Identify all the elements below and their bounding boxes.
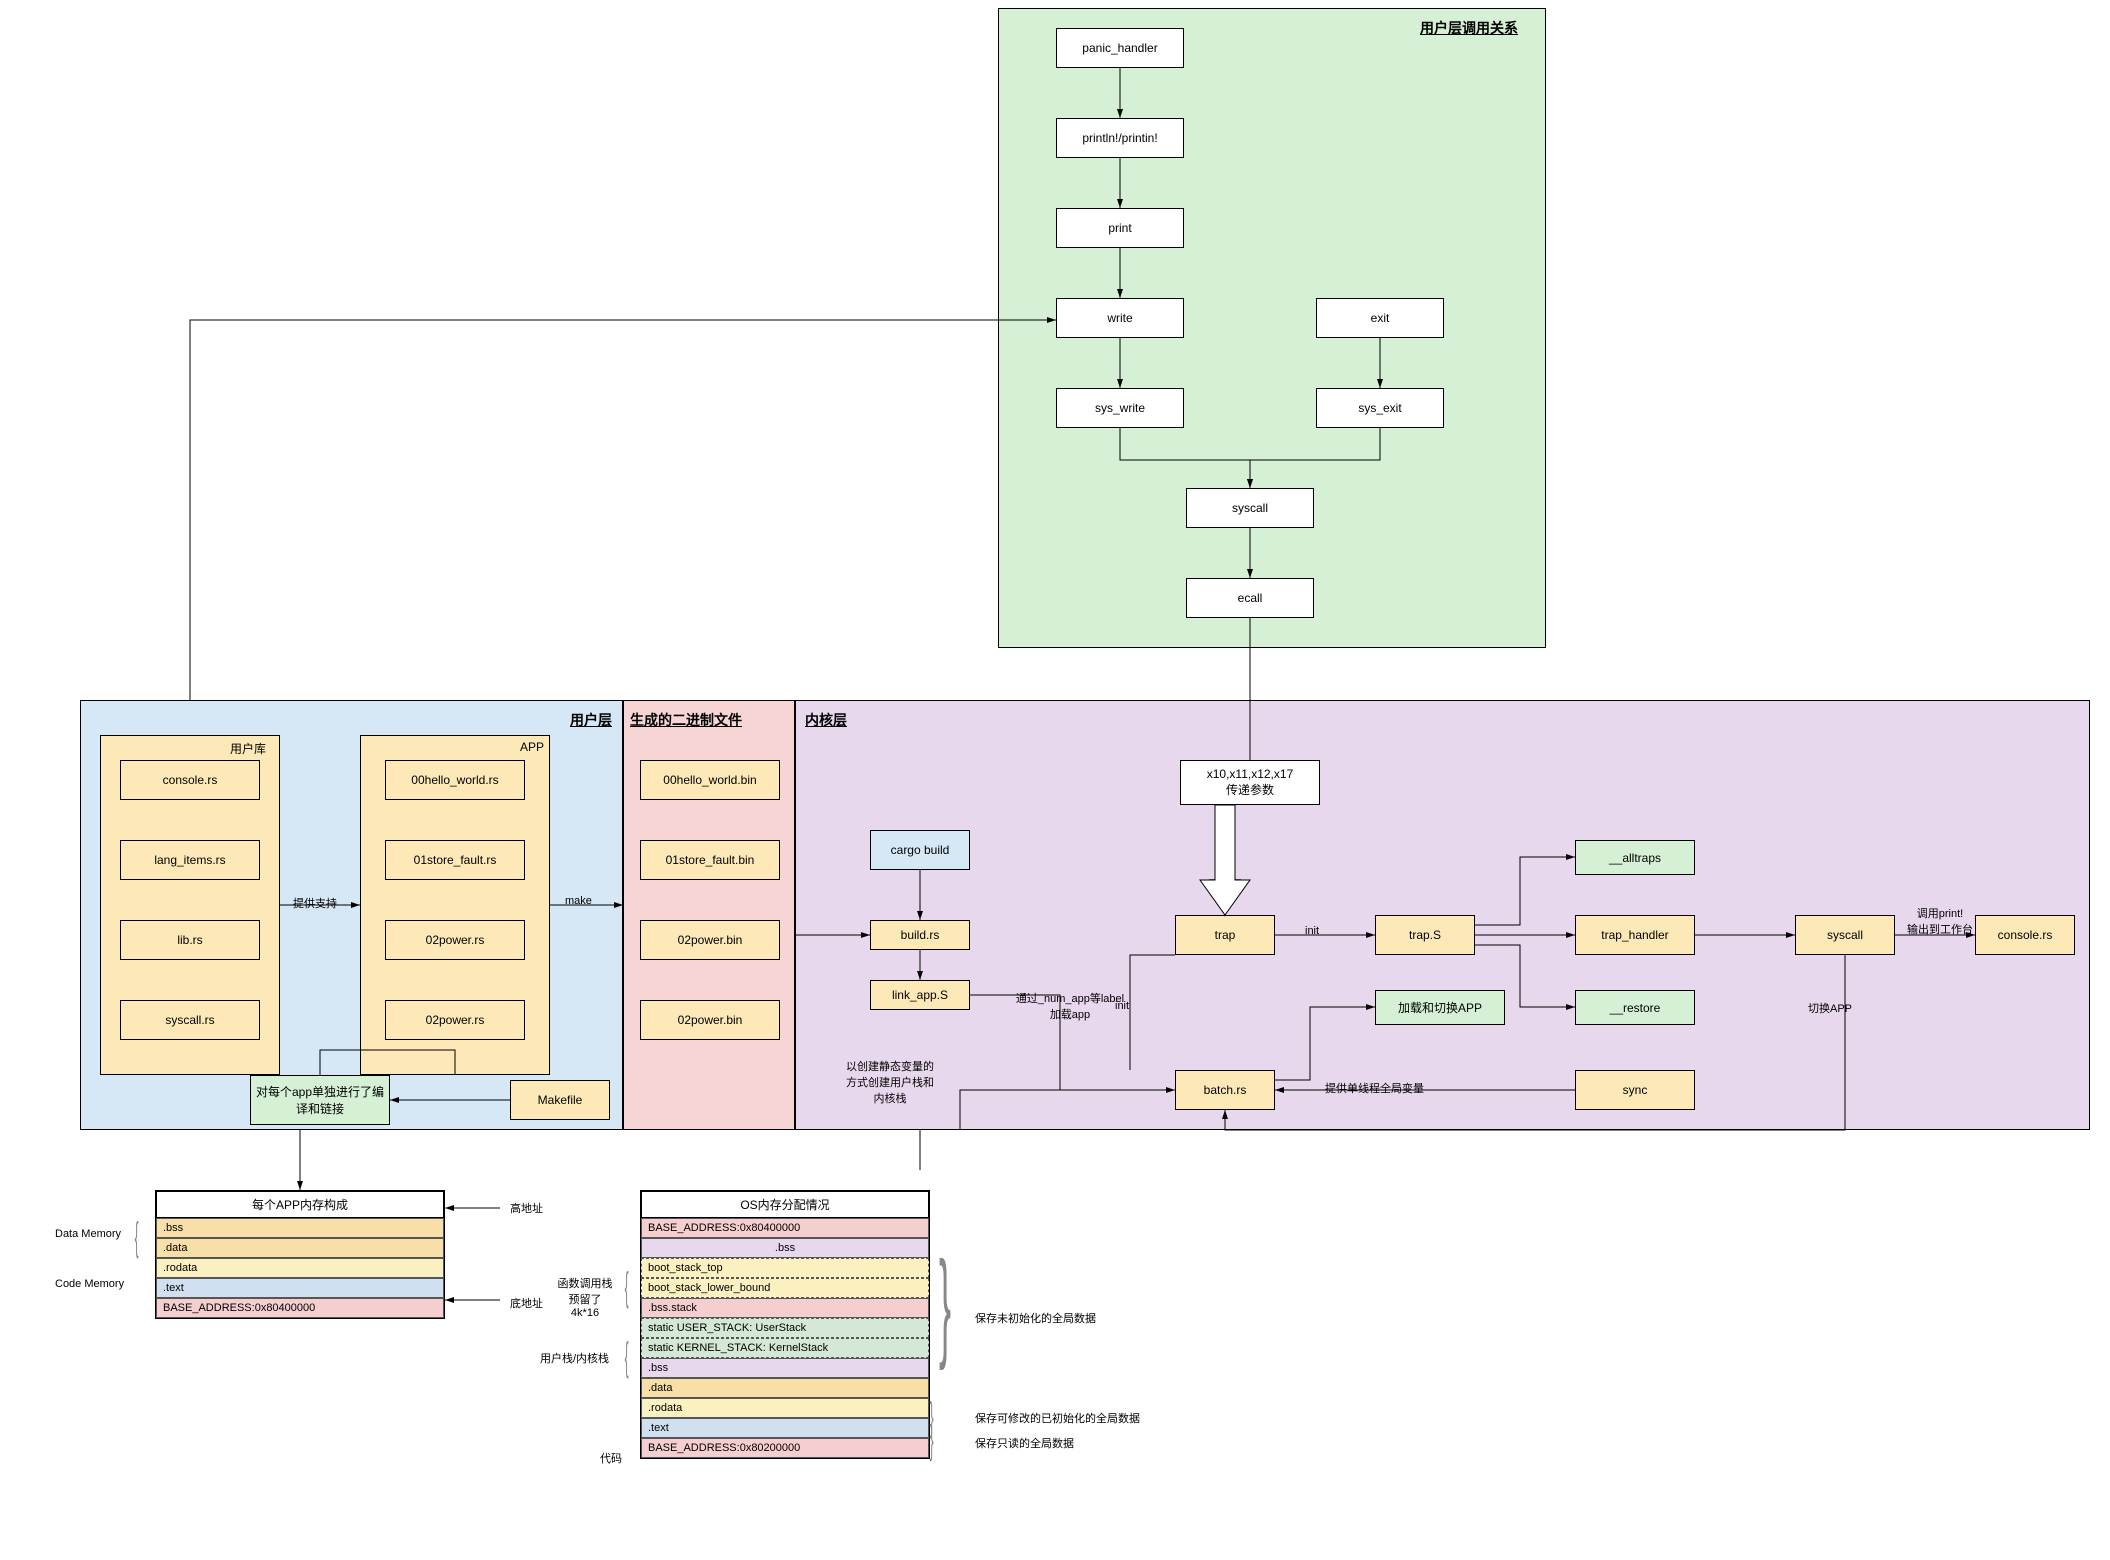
mem2-base2: BASE_ADDRESS:0x80200000 — [641, 1438, 929, 1458]
mem1-title: 每个APP内存构成 — [156, 1191, 444, 1218]
reg-pass-node: x10,x11,x12,x17 传递参数 — [1180, 760, 1320, 805]
store-fault-rs-node: 01store_fault.rs — [385, 840, 525, 880]
mem2-data: .data — [641, 1378, 929, 1398]
mem2-user-stack: static USER_STACK: UserStack — [641, 1318, 929, 1338]
exit-node: exit — [1316, 298, 1444, 338]
mem1-base: BASE_ADDRESS:0x80400000 — [156, 1298, 444, 1318]
static-stack-label: 以创建静态变量的 方式创建用户栈和 内核栈 — [820, 1058, 960, 1106]
print-out-label: 调用print! 输出到工作台 — [1900, 905, 1980, 937]
compile-note-node: 对每个app单独进行了编译和链接 — [250, 1075, 390, 1125]
app-title: APP — [520, 740, 544, 754]
lang-items-rs-node: lang_items.rs — [120, 840, 260, 880]
mem1-code-memory: Code Memory — [55, 1278, 124, 1290]
mem2-init: 保存可修改的已初始化的全局数据 — [975, 1410, 1140, 1426]
binary-title: 生成的二进制文件 — [630, 710, 742, 730]
trap-handler-node: trap_handler — [1575, 915, 1695, 955]
power-bin2-node: 02power.bin — [640, 1000, 780, 1040]
mem2-boot-top: boot_stack_top — [641, 1258, 929, 1278]
power-rs1-node: 02power.rs — [385, 920, 525, 960]
mem2-uninit: 保存未初始化的全局数据 — [975, 1310, 1096, 1326]
mem1-data: .data — [156, 1238, 444, 1258]
ecall-node: ecall — [1186, 578, 1314, 618]
mem2-func-stack-text: 函数调用栈 预留了 4k*16 — [558, 1278, 613, 1319]
syscall-rs-node: syscall.rs — [120, 1000, 260, 1040]
brace3: { — [625, 1335, 629, 1380]
syscall-node: syscall — [1186, 488, 1314, 528]
mem2-bss: .bss — [641, 1358, 929, 1378]
user-lib-title: 用户库 — [230, 740, 266, 757]
cargo-build-node: cargo build — [870, 830, 970, 870]
restore-node: __restore — [1575, 990, 1695, 1025]
reg-pass-text: x10,x11,x12,x17 传递参数 — [1207, 767, 1294, 798]
mem2-code: 代码 — [600, 1450, 622, 1466]
trap-node: trap — [1175, 915, 1275, 955]
load-switch-node: 加载和切换APP — [1375, 990, 1505, 1025]
store-fault-bin-node: 01store_fault.bin — [640, 840, 780, 880]
lib-rs-node: lib.rs — [120, 920, 260, 960]
brace1: { — [135, 1215, 139, 1260]
provide-support-label: 提供支持 — [293, 895, 337, 911]
panic-handler-node: panic_handler — [1056, 28, 1184, 68]
println-node: println!/printin! — [1056, 118, 1184, 158]
console-rs2-node: console.rs — [1975, 915, 2075, 955]
mem2-rodata: .rodata — [641, 1398, 929, 1418]
brace2: { — [625, 1265, 629, 1310]
num-app-text: 通过_num_app等label 加载app — [1016, 993, 1124, 1021]
static-stack-text: 以创建静态变量的 方式创建用户栈和 内核栈 — [846, 1061, 934, 1105]
mem1-text: .text — [156, 1278, 444, 1298]
mem2-bss-stack: .bss.stack — [641, 1298, 929, 1318]
brace4: } — [939, 1235, 951, 1373]
global-var-label: 提供单线程全局变量 — [1325, 1080, 1424, 1096]
user-call-title: 用户层调用关系 — [1420, 18, 1518, 38]
mem2-base1: BASE_ADDRESS:0x80400000 — [641, 1218, 929, 1238]
build-rs-node: build.rs — [870, 920, 970, 950]
make-label: make — [565, 895, 592, 907]
sys-write-node: sys_write — [1056, 388, 1184, 428]
print-node: print — [1056, 208, 1184, 248]
brace6: } — [930, 1418, 934, 1463]
mem2-kernel-stack: static KERNEL_STACK: KernelStack — [641, 1338, 929, 1358]
link-app-s-node: link_app.S — [870, 980, 970, 1010]
user-layer-title: 用户层 — [570, 710, 612, 730]
syscall2-node: syscall — [1795, 915, 1895, 955]
mem2-readonly: 保存只读的全局数据 — [975, 1435, 1074, 1451]
sys-exit-node: sys_exit — [1316, 388, 1444, 428]
mem2-table: OS内存分配情况 BASE_ADDRESS:0x80400000 .bss bo… — [640, 1190, 930, 1459]
kernel-title: 内核层 — [805, 710, 847, 730]
mem2-text: .text — [641, 1418, 929, 1438]
console-rs-node: console.rs — [120, 760, 260, 800]
mem2-boot-lower: boot_stack_lower_bound — [641, 1278, 929, 1298]
power-rs2-node: 02power.rs — [385, 1000, 525, 1040]
mem1-high-addr: 高地址 — [510, 1200, 543, 1216]
write-node: write — [1056, 298, 1184, 338]
power-bin1-node: 02power.bin — [640, 920, 780, 960]
mem1-data-memory: Data Memory — [55, 1228, 121, 1240]
mem1-rodata: .rodata — [156, 1258, 444, 1278]
init1-label: init — [1305, 925, 1319, 937]
trap-s-node: trap.S — [1375, 915, 1475, 955]
mem2-bss-part: .bss — [641, 1238, 929, 1258]
mem2-title: OS内存分配情况 — [641, 1191, 929, 1218]
mem1-table: 每个APP内存构成 .bss .data .rodata .text BASE_… — [155, 1190, 445, 1319]
alltraps-node: __alltraps — [1575, 840, 1695, 875]
switch-app-label: 切换APP — [1808, 1000, 1852, 1016]
hello-world-bin-node: 00hello_world.bin — [640, 760, 780, 800]
mem2-user-kernel: 用户栈/内核栈 — [540, 1350, 609, 1366]
mem1-bss: .bss — [156, 1218, 444, 1238]
batch-rs-node: batch.rs — [1175, 1070, 1275, 1110]
init2-label: init — [1115, 1000, 1129, 1012]
mem2-func-stack: 函数调用栈 预留了 4k*16 — [545, 1275, 625, 1319]
hello-world-rs-node: 00hello_world.rs — [385, 760, 525, 800]
makefile-node: Makefile — [510, 1080, 610, 1120]
sync-node: sync — [1575, 1070, 1695, 1110]
mem1-low-addr: 底地址 — [510, 1295, 543, 1311]
print-out-text: 调用print! 输出到工作台 — [1907, 908, 1973, 936]
